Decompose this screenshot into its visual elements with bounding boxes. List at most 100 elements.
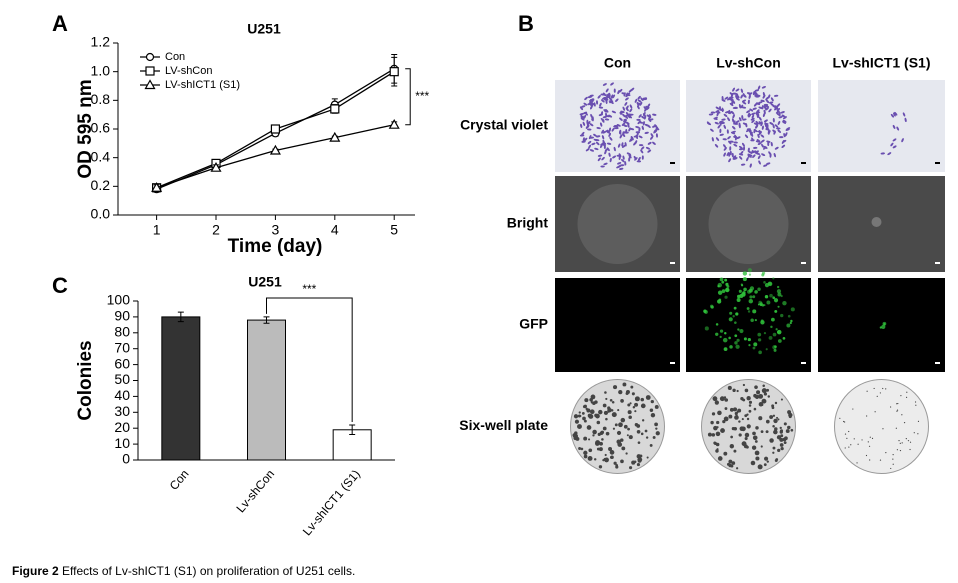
cell <box>624 142 627 147</box>
cell <box>612 155 617 159</box>
colony-dot <box>627 403 631 407</box>
colony-dot <box>787 425 791 430</box>
gfp-cell <box>748 344 751 347</box>
cell <box>634 140 638 145</box>
cell <box>724 96 729 100</box>
cell <box>594 147 599 151</box>
bar <box>161 316 201 461</box>
colony-dot <box>724 407 728 410</box>
x-tick-label: Lv-shICT1 (S1) <box>300 467 363 538</box>
colony-dot <box>631 392 635 396</box>
cell <box>776 103 781 107</box>
cell <box>617 143 621 148</box>
cell <box>652 141 656 145</box>
colony-dot <box>905 396 908 398</box>
colony-dot <box>626 434 629 437</box>
cell <box>722 138 727 141</box>
cell <box>633 155 637 160</box>
gfp-cell <box>881 324 886 330</box>
gfp-cell <box>728 336 731 340</box>
gfp-cell <box>765 348 768 351</box>
cell <box>642 121 645 126</box>
cell <box>590 98 595 101</box>
gfp-cell <box>722 337 728 343</box>
cell <box>639 101 643 106</box>
colony-dot <box>592 401 596 405</box>
cell <box>591 116 594 121</box>
colony-dot <box>868 445 871 447</box>
gfp-cell <box>717 285 720 288</box>
colony-dot <box>617 409 620 412</box>
gfp-cell <box>743 337 747 341</box>
gfp-cell <box>774 309 778 313</box>
legend-marker <box>145 52 155 62</box>
cell <box>750 139 755 142</box>
y-tick-label: 0.4 <box>91 148 111 164</box>
colony-dot <box>640 403 646 409</box>
colony-dot <box>771 406 775 410</box>
colony-dot <box>583 454 588 459</box>
cell <box>620 110 625 113</box>
gfp-cell <box>754 290 758 294</box>
cell <box>751 114 755 119</box>
cell <box>615 98 619 102</box>
cell <box>761 125 764 130</box>
gfp-cell <box>774 345 777 348</box>
cell <box>729 150 732 156</box>
cell <box>735 120 740 124</box>
gfp-cell <box>769 293 773 298</box>
colony-dot <box>885 452 887 454</box>
cell <box>650 133 654 138</box>
cell <box>768 101 774 104</box>
significance-bracket <box>405 68 411 126</box>
gfp-cell <box>719 329 724 333</box>
cell <box>746 157 749 162</box>
colony-dot <box>595 413 600 419</box>
cell <box>623 124 628 127</box>
colony-dot <box>625 452 628 455</box>
cell <box>708 113 714 116</box>
cell <box>642 98 648 101</box>
marker <box>389 67 399 77</box>
gfp-cell <box>773 348 777 352</box>
x-tick-label: Lv-shCon <box>233 467 277 515</box>
colony-dot <box>766 388 770 392</box>
cell <box>746 110 751 114</box>
cell <box>732 92 737 95</box>
y-axis-label: OD 595 nm <box>75 79 96 178</box>
colony-dot <box>899 442 901 444</box>
cell <box>608 152 611 157</box>
colony-dot <box>623 424 628 429</box>
colony-dot <box>600 430 605 435</box>
cell <box>757 142 762 145</box>
cell <box>715 106 720 110</box>
cell <box>750 132 754 137</box>
y-tick-label: 1.0 <box>91 62 111 78</box>
cell <box>755 120 760 125</box>
gfp-cell <box>715 323 719 326</box>
cell <box>580 114 583 120</box>
gfp-cell <box>757 303 761 306</box>
gfp-cell <box>786 323 791 328</box>
gfp-cell <box>719 335 722 339</box>
cell <box>614 125 619 128</box>
colony-dot <box>617 442 623 447</box>
colony-dot <box>751 445 757 450</box>
gfp-cell <box>768 336 773 340</box>
gfp-cell <box>777 305 780 308</box>
error-bar <box>349 424 356 436</box>
cell <box>622 155 625 160</box>
colony-dot <box>655 427 658 430</box>
cell <box>586 123 590 128</box>
cell <box>783 132 786 138</box>
colony-dot <box>711 412 716 416</box>
scale-bar <box>801 362 806 364</box>
colony-dot <box>765 419 770 424</box>
colony-dot <box>618 389 623 395</box>
colony-dot <box>611 400 615 404</box>
cell <box>735 96 740 99</box>
colony-dot <box>629 402 632 405</box>
colony-dot <box>728 459 733 464</box>
cell <box>625 97 629 101</box>
colony-dot <box>636 462 641 467</box>
